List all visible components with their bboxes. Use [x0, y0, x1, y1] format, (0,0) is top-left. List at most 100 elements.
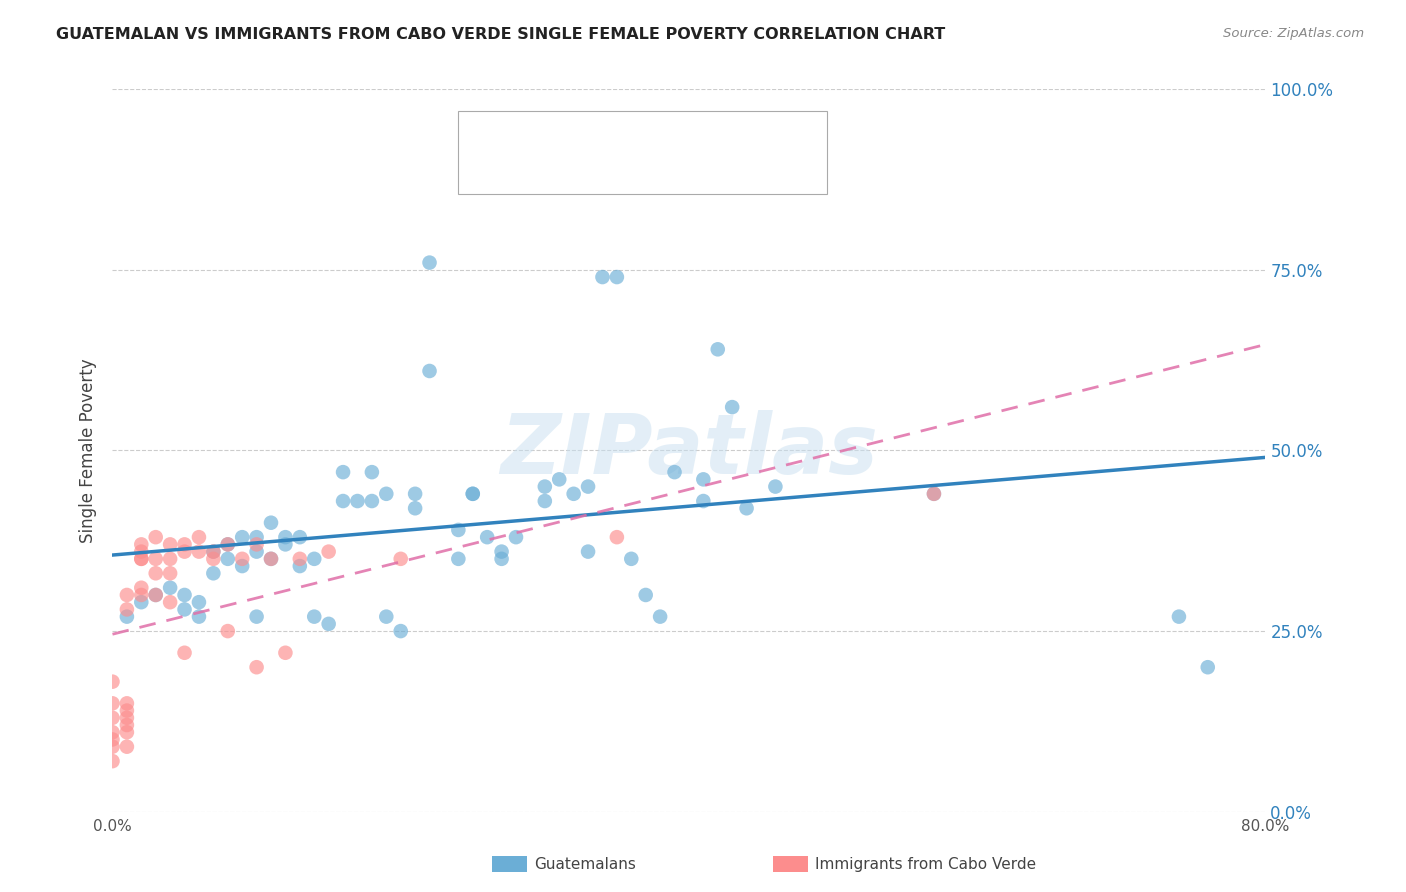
Point	[173, 537, 195, 551]
Point	[922, 487, 945, 501]
Point	[1197, 660, 1219, 674]
Point	[173, 646, 195, 660]
Point	[692, 472, 714, 486]
Point	[159, 566, 181, 581]
Point	[217, 537, 239, 551]
Point	[115, 696, 138, 710]
Point	[1167, 609, 1189, 624]
Point	[576, 544, 599, 558]
Point	[447, 551, 470, 566]
Point	[461, 487, 484, 501]
Point	[115, 739, 138, 754]
Point	[606, 270, 628, 285]
Point	[217, 624, 239, 639]
Point	[202, 551, 225, 566]
Point	[129, 537, 153, 551]
Point	[592, 270, 614, 285]
Point	[707, 343, 730, 357]
Point	[246, 537, 269, 551]
Point	[274, 537, 297, 551]
Point	[375, 487, 398, 501]
Point	[765, 480, 787, 494]
Point	[202, 544, 225, 558]
Point	[346, 494, 368, 508]
Point	[145, 566, 167, 581]
Point	[246, 530, 269, 544]
Point	[231, 559, 253, 574]
Point	[389, 551, 412, 566]
Point	[217, 537, 239, 551]
Point	[620, 551, 643, 566]
Text: Guatemalans: Guatemalans	[534, 857, 636, 871]
Point	[173, 588, 195, 602]
Point	[505, 530, 527, 544]
Point	[534, 480, 557, 494]
Text: ZIPatlas: ZIPatlas	[501, 410, 877, 491]
Point	[650, 609, 672, 624]
Point	[202, 566, 225, 581]
Point	[260, 551, 283, 566]
Point	[692, 494, 714, 508]
Point	[115, 602, 138, 616]
Point	[721, 400, 744, 414]
Point	[217, 551, 239, 566]
Text: R = 0.055: R = 0.055	[516, 154, 599, 172]
Point	[419, 364, 441, 378]
Point	[115, 711, 138, 725]
Point	[101, 732, 124, 747]
Point	[288, 530, 311, 544]
Point	[101, 725, 124, 739]
Point	[129, 544, 153, 558]
Point	[491, 551, 513, 566]
Point	[231, 530, 253, 544]
Point	[576, 480, 599, 494]
Point	[634, 588, 657, 602]
Point	[664, 465, 686, 479]
Point	[129, 588, 153, 602]
Text: N = 48: N = 48	[607, 154, 665, 172]
Point	[404, 501, 426, 516]
Point	[115, 609, 138, 624]
Point	[260, 551, 283, 566]
Point	[606, 530, 628, 544]
Point	[562, 487, 585, 501]
Point	[101, 754, 124, 768]
Point	[304, 551, 326, 566]
Point	[475, 530, 499, 544]
Point	[246, 660, 269, 674]
Text: R = 0.447: R = 0.447	[516, 120, 599, 138]
Point	[173, 544, 195, 558]
Point	[159, 537, 181, 551]
Point	[129, 551, 153, 566]
Point	[735, 501, 758, 516]
Point	[101, 696, 124, 710]
Point	[188, 609, 211, 624]
Point	[461, 487, 484, 501]
Point	[360, 494, 382, 508]
Point	[129, 595, 153, 609]
Point	[101, 739, 124, 754]
Point	[318, 544, 340, 558]
Y-axis label: Single Female Poverty: Single Female Poverty	[79, 359, 97, 542]
Point	[419, 255, 441, 269]
Point	[188, 595, 211, 609]
Point	[173, 602, 195, 616]
Point	[274, 530, 297, 544]
Point	[129, 551, 153, 566]
Point	[115, 588, 138, 602]
Point	[188, 544, 211, 558]
Point	[129, 581, 153, 595]
Point	[145, 530, 167, 544]
Point	[447, 523, 470, 537]
Text: Immigrants from Cabo Verde: Immigrants from Cabo Verde	[815, 857, 1036, 871]
Point	[404, 487, 426, 501]
Point	[332, 465, 354, 479]
Point	[288, 559, 311, 574]
Point	[304, 609, 326, 624]
Point	[288, 551, 311, 566]
Point	[491, 544, 513, 558]
Point	[375, 609, 398, 624]
Point	[231, 551, 253, 566]
Point	[246, 544, 269, 558]
Point	[145, 588, 167, 602]
